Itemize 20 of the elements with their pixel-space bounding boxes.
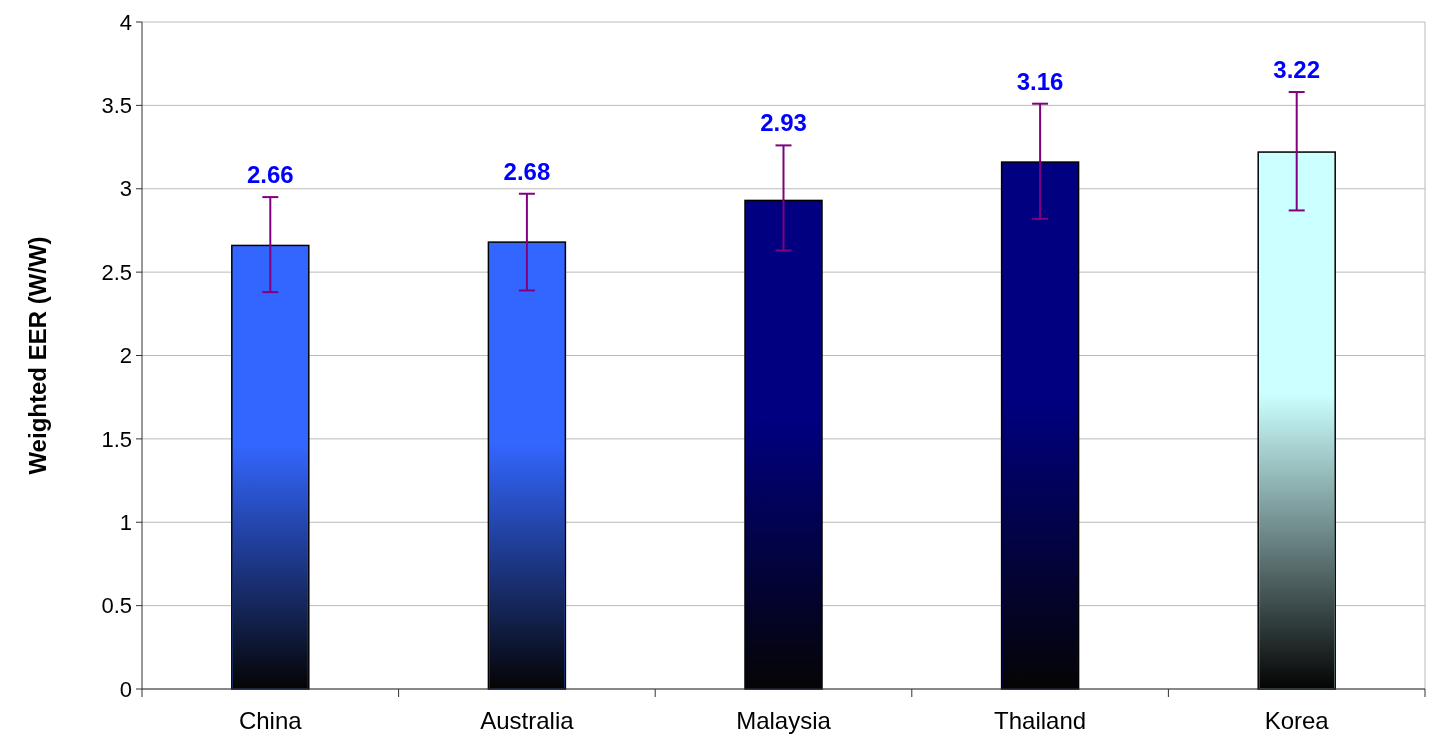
y-tick-label: 2.5 (101, 259, 132, 285)
y-tick-label: 3 (119, 176, 132, 202)
y-tick-label: 0 (119, 676, 132, 702)
data-label: 3.22 (1273, 56, 1321, 84)
x-tick-label: Korea (1264, 707, 1330, 734)
x-tick-label: China (238, 707, 303, 734)
y-tick-label: 0.5 (101, 593, 132, 619)
data-label: 3.16 (1016, 67, 1064, 95)
y-tick-label: 1.5 (101, 426, 132, 452)
x-tick-label: Thailand (994, 707, 1087, 734)
y-axis-title: Weighted EER (W/W) (24, 236, 51, 475)
y-tick-label: 3.5 (101, 93, 132, 119)
y-tick-label: 2 (119, 343, 132, 369)
data-label: 2.93 (760, 109, 807, 137)
y-tick-label: 4 (119, 9, 132, 35)
y-tick-label: 1 (119, 509, 132, 535)
x-tick-label: Australia (480, 707, 575, 734)
data-label: 2.68 (503, 157, 551, 185)
data-label: 2.66 (246, 161, 294, 189)
x-tick-label: Malaysia (736, 707, 832, 734)
